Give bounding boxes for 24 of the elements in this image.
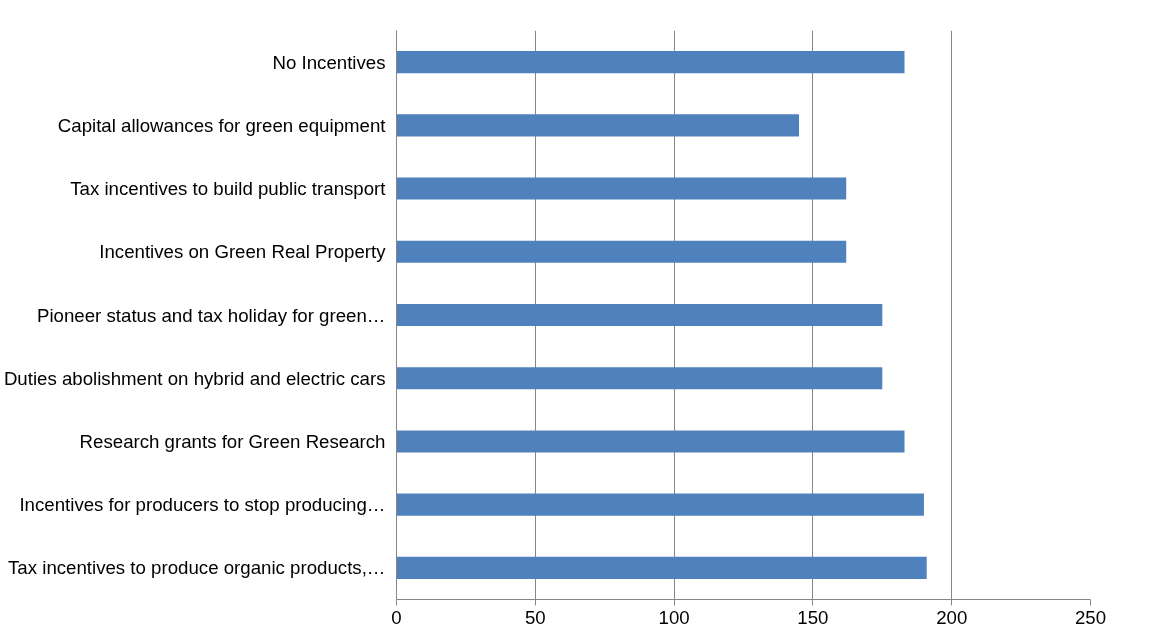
bar	[396, 240, 847, 263]
x-tick-label: 150	[797, 606, 829, 628]
bar	[396, 177, 847, 200]
y-tick-label: Incentives on Green Real Property	[99, 241, 387, 263]
y-tick-label: Incentives for producers to stop producing…	[19, 494, 386, 516]
bar	[396, 51, 905, 74]
y-tick-label: Duties abolishment on hybrid and electric cars	[3, 367, 386, 389]
bar	[396, 493, 924, 516]
y-tick-label: Tax incentives to build public transport	[70, 178, 387, 200]
y-tick-label: Pioneer status and tax holiday for green…	[37, 304, 386, 326]
x-tick-label: 250	[1074, 606, 1107, 628]
x-tick-label: 50	[524, 606, 546, 628]
x-tick-label: 100	[658, 606, 690, 628]
bar	[396, 556, 927, 579]
y-tick-label: Capital allowances for green equipment	[57, 114, 387, 136]
x-tick-label: 200	[936, 606, 968, 628]
bar	[396, 114, 800, 137]
bar	[396, 367, 883, 390]
bar	[396, 430, 905, 453]
y-tick-label: No Incentives	[272, 51, 386, 73]
y-tick-label: Tax incentives to produce organic products,…	[8, 557, 386, 579]
x-tick-label: 0	[391, 606, 402, 628]
bar	[396, 303, 883, 327]
y-tick-label: Research grants for Green Research	[79, 430, 386, 452]
